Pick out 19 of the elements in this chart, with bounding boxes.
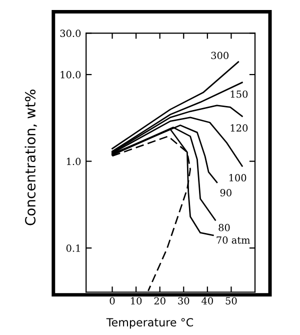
series-label: 120 [230, 124, 248, 132]
x-tick-label: 30 [178, 297, 190, 305]
series-label: 90 [220, 189, 232, 196]
x-tick-label: 50 [226, 297, 237, 305]
series-label: 80 [218, 224, 230, 232]
series-label: 100 [229, 174, 246, 182]
y-axis-title: Concentration, wt% [24, 90, 37, 226]
y-tick-label: 10.0 [60, 71, 81, 78]
y-tick-label: 0.1 [66, 244, 80, 252]
x-axis-title: Temperature °C [106, 318, 194, 329]
series-label: 150 [230, 90, 248, 98]
x-tick-label: 10 [131, 297, 142, 305]
series-label: 300 [211, 52, 228, 60]
y-tick-label: 30.0 [60, 30, 81, 37]
series-label: 70 atm [216, 236, 250, 244]
y-tick-label: 1.0 [66, 158, 81, 166]
x-tick-label: 0 [110, 297, 115, 305]
x-tick-label: 40 [202, 297, 213, 305]
x-tick-label: 20 [154, 297, 166, 305]
